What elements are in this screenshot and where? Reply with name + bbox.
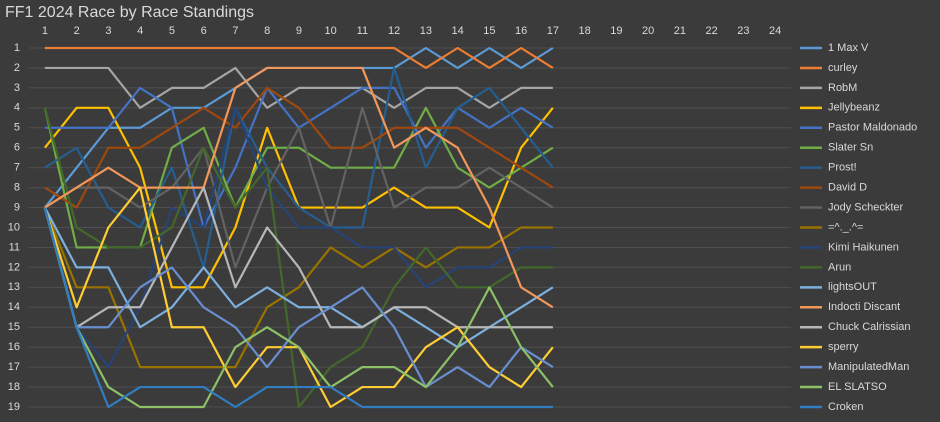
series-line	[44, 66, 554, 309]
legend-label: Croken	[828, 401, 863, 413]
x-tick-label: 18	[579, 25, 591, 37]
x-tick-label: 10	[325, 25, 337, 37]
y-tick-label: 6	[14, 142, 20, 154]
legend-label: Kimi Haikunen	[828, 241, 899, 253]
legend-label: RobM	[828, 82, 857, 94]
x-tick-label: 6	[201, 25, 207, 37]
y-tick-label: 9	[14, 201, 20, 213]
legend-label: lightsOUT	[828, 281, 877, 293]
series-line	[44, 86, 554, 209]
series-line	[44, 66, 553, 109]
x-tick-label: 17	[547, 25, 559, 37]
series-line	[43, 207, 554, 409]
legend-label: =^._.^=	[828, 221, 863, 233]
y-tick-label: 15	[8, 321, 20, 333]
y-tick-label: 5	[14, 122, 20, 134]
series-line	[43, 207, 553, 409]
legend-label: Chuck Calrissian	[828, 321, 911, 333]
series-line	[43, 106, 553, 369]
y-tick-label: 12	[8, 261, 20, 273]
series-line	[44, 66, 554, 269]
y-tick-label: 7	[14, 162, 20, 174]
legend-label: 1 Max V	[828, 42, 869, 54]
y-tick-label: 13	[8, 281, 20, 293]
x-tick-label: 22	[706, 25, 718, 37]
legend-label: Pastor Maldonado	[828, 122, 917, 134]
series-line	[43, 107, 553, 409]
legend-label: Slater Sn	[828, 142, 873, 154]
x-tick-label: 24	[769, 25, 781, 37]
x-tick-label: 13	[420, 25, 432, 37]
series-line	[44, 46, 554, 70]
x-tick-label: 20	[642, 25, 654, 37]
y-tick-label: 17	[8, 361, 20, 373]
series-line	[43, 207, 554, 389]
legend-label: curley	[828, 62, 858, 74]
y-tick-label: 16	[8, 341, 20, 353]
x-tick-label: 1	[42, 25, 48, 37]
legend-label: EL SLATSO	[828, 381, 887, 393]
x-tick-label: 11	[357, 25, 368, 37]
legend-label: ManipulatedMan	[828, 361, 909, 373]
y-tick-label: 10	[8, 221, 20, 233]
x-tick-label: 2	[74, 25, 80, 37]
x-tick-label: 16	[515, 25, 527, 37]
x-tick-label: 23	[737, 25, 749, 37]
y-tick-label: 3	[14, 82, 20, 94]
y-tick-label: 2	[14, 62, 20, 74]
series-line	[43, 207, 553, 369]
x-tick-label: 12	[388, 25, 400, 37]
legend-label: David D	[828, 182, 867, 194]
legend-label: Jody Scheckter	[828, 201, 904, 213]
y-tick-label: 19	[8, 401, 20, 413]
x-tick-label: 3	[105, 25, 111, 37]
y-tick-label: 11	[9, 241, 20, 253]
chart-title: FF1 2024 Race by Race Standings	[5, 4, 254, 21]
legend-label: Indocti Discant	[828, 301, 900, 313]
y-tick-label: 14	[8, 301, 20, 313]
x-tick-label: 14	[452, 25, 464, 37]
legend-label: Prost!	[828, 162, 857, 174]
x-tick-label: 4	[137, 25, 143, 37]
y-tick-label: 4	[14, 102, 20, 114]
legend-label: sperry	[828, 341, 859, 353]
x-tick-label: 7	[232, 25, 238, 37]
x-tick-label: 5	[169, 25, 175, 37]
y-tick-label: 8	[14, 182, 20, 194]
legend-label: Arun	[828, 261, 851, 273]
legend-label: Jellybeanz	[828, 102, 880, 114]
x-tick-label: 21	[674, 25, 686, 37]
x-tick-label: 9	[296, 25, 302, 37]
x-tick-label: 19	[610, 25, 622, 37]
x-tick-label: 15	[483, 25, 495, 37]
x-tick-label: 8	[264, 25, 270, 37]
y-tick-label: 18	[8, 381, 20, 393]
y-tick-label: 1	[14, 42, 20, 54]
